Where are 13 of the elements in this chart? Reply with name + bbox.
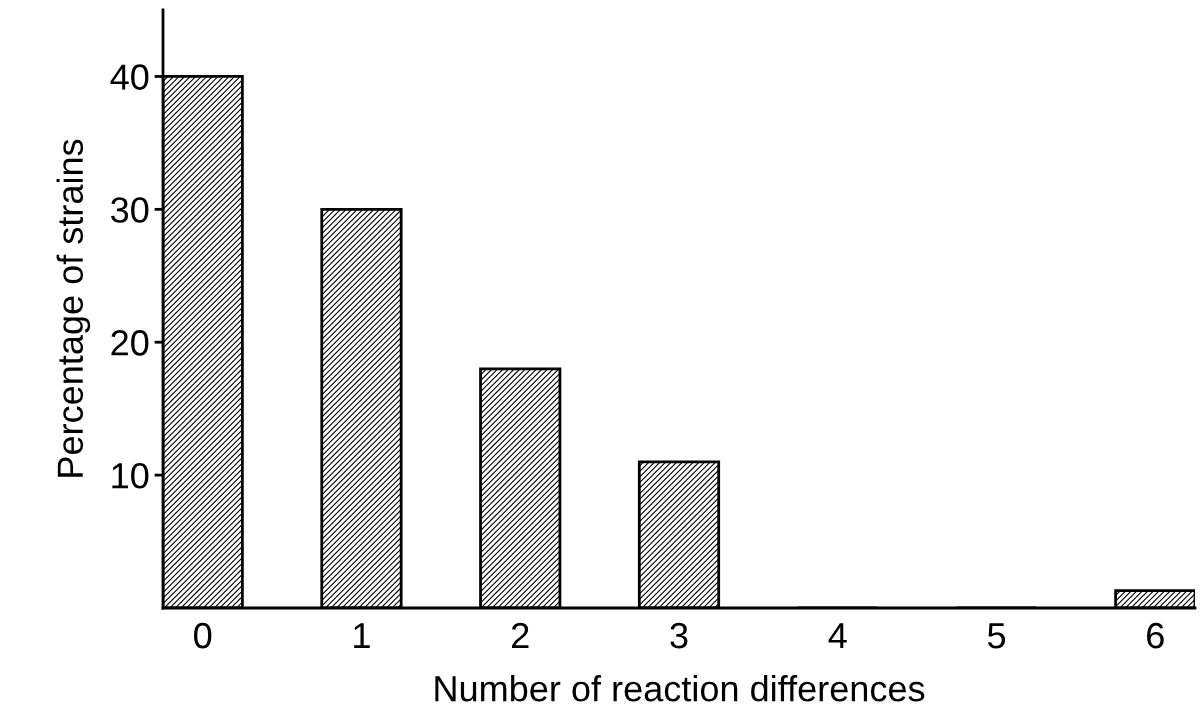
y-tick-label: 20 [111,330,149,356]
x-tick-label: 1 [354,623,370,649]
x-tick-label: 5 [987,623,1006,649]
x-tick-label: 4 [828,623,847,649]
y-tick-label: 10 [112,462,149,489]
x-axis-title: Number of reaction differences [435,675,925,702]
y-tick-label: 40 [110,64,149,90]
y-axis-title: Percentage of strains [56,139,91,477]
x-tick-label: 6 [1147,622,1164,649]
x-tick-label: 0 [194,622,212,649]
x-tick-label: 3 [670,622,688,649]
x-tick-label: 2 [512,622,529,649]
y-tick-label: 30 [111,197,149,223]
